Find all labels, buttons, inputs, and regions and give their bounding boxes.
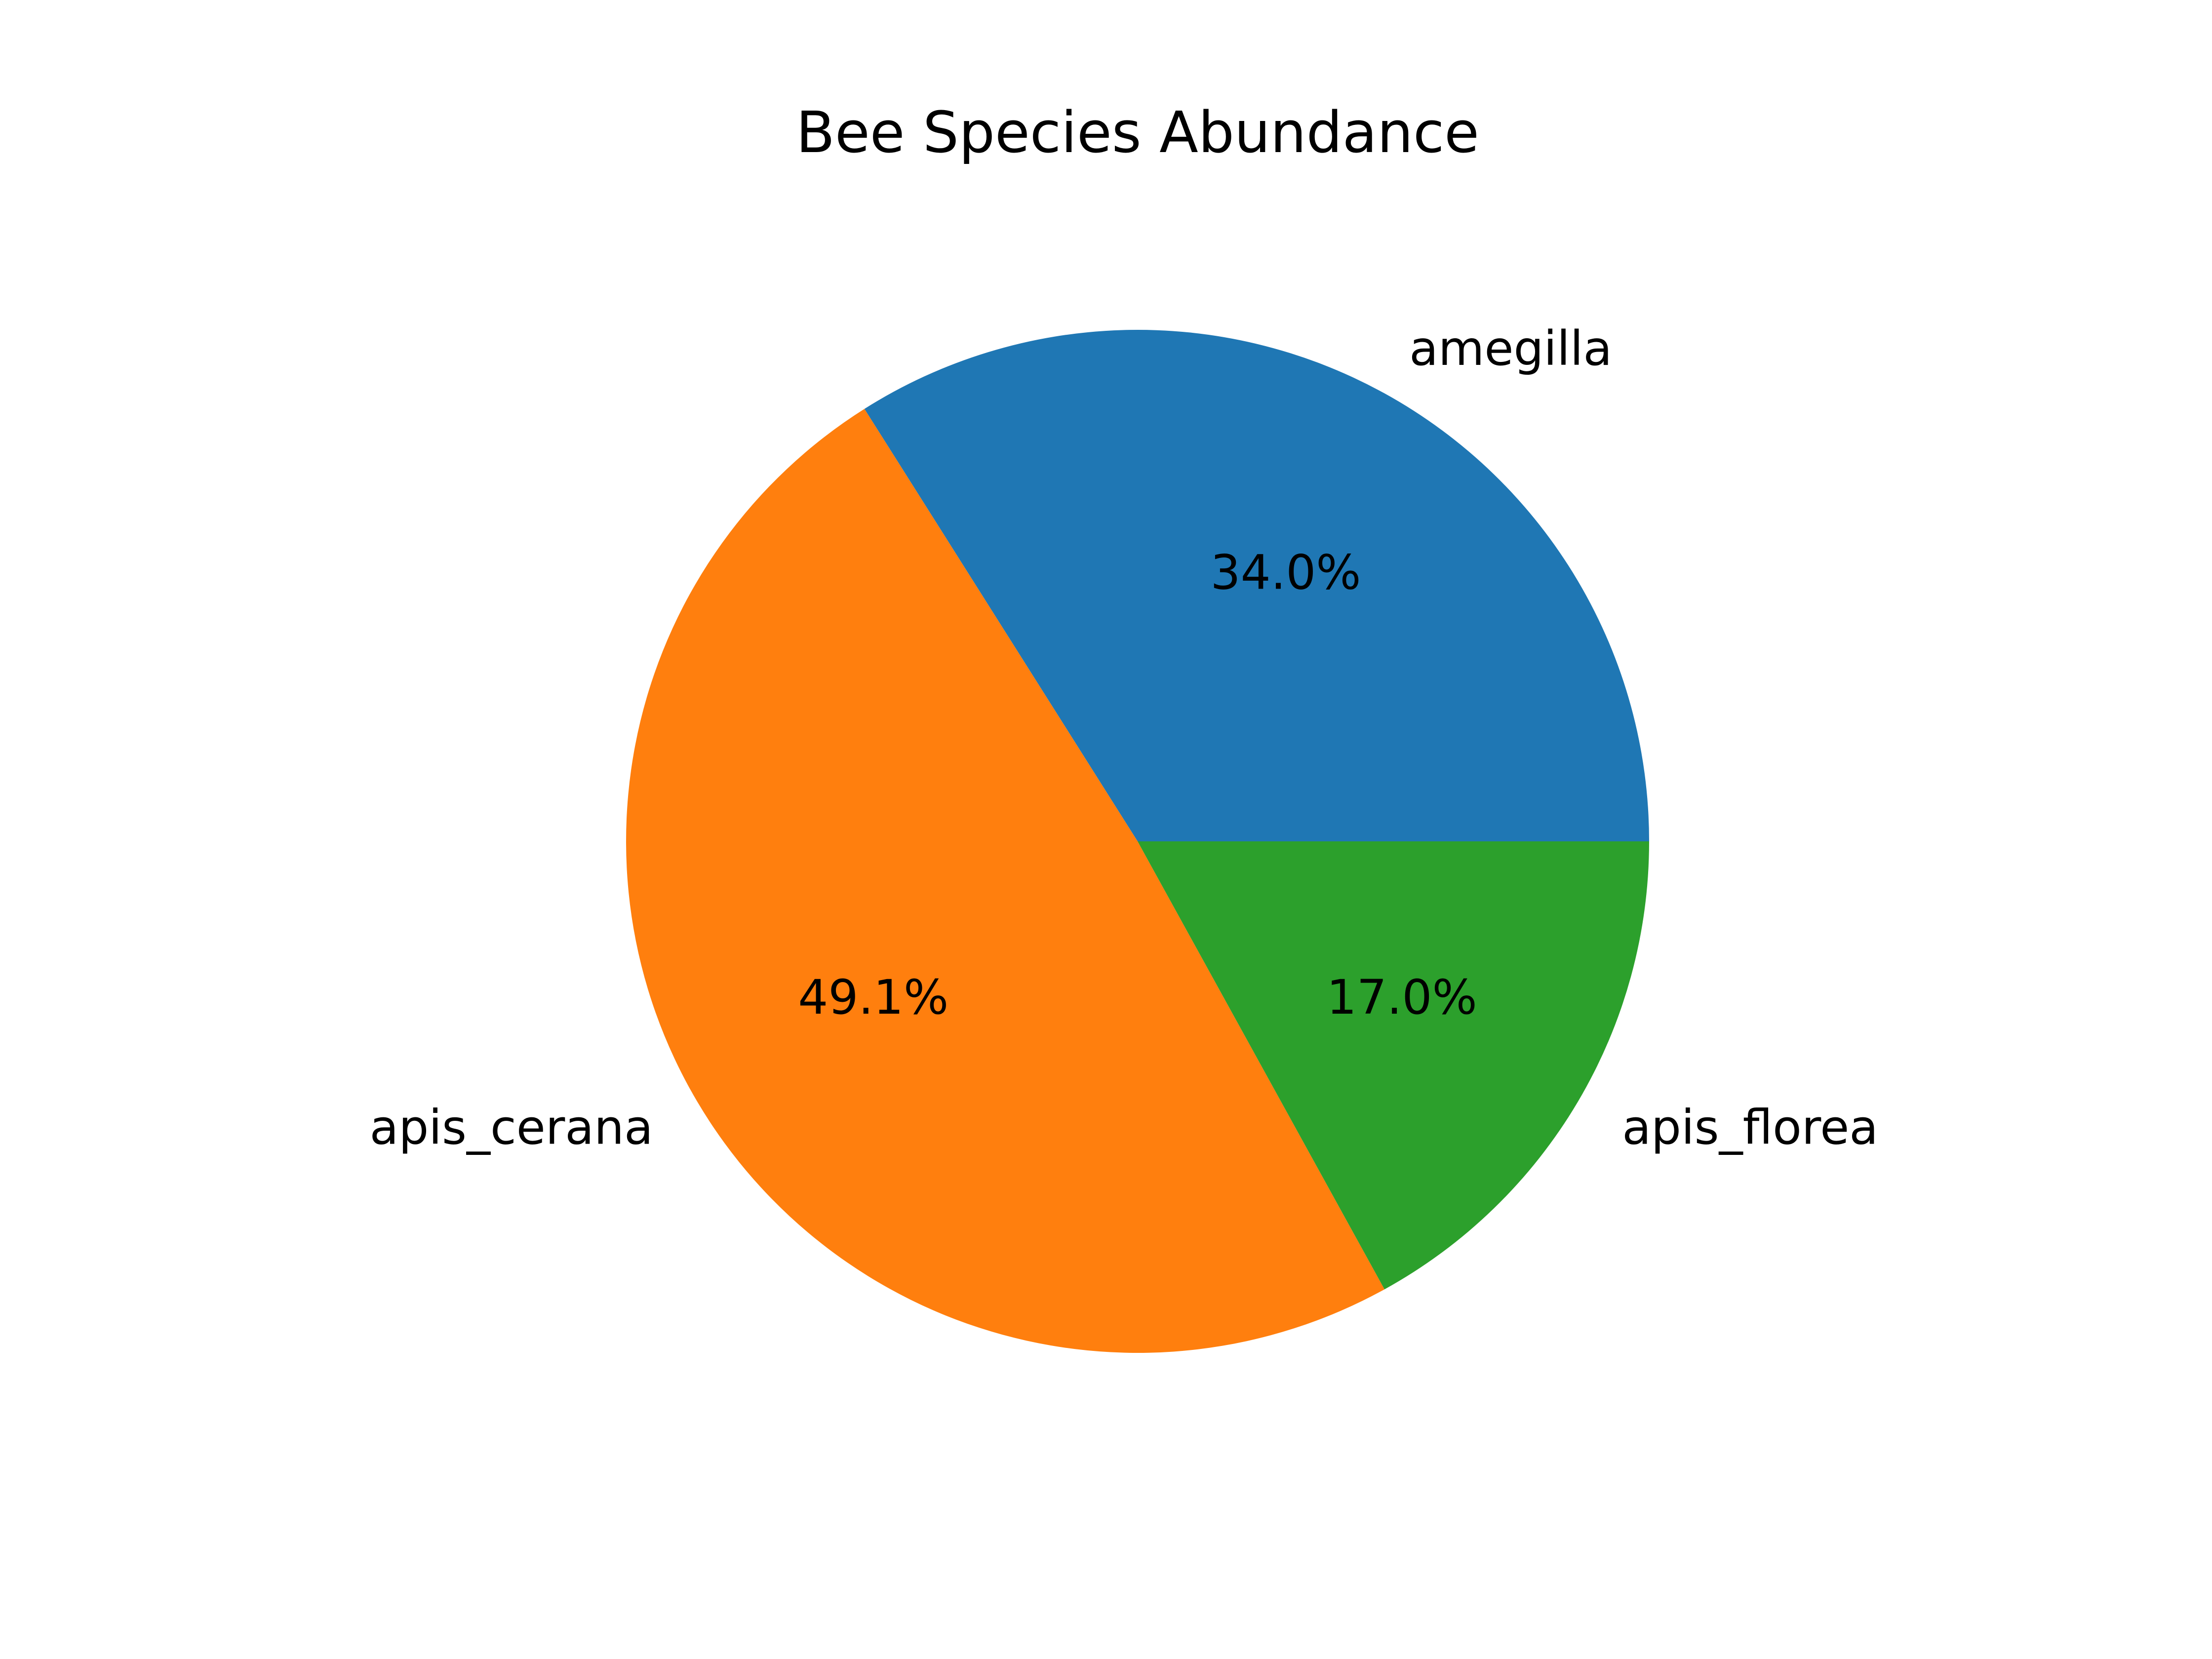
chart-title: Bee Species Abundance bbox=[796, 100, 1479, 166]
slice-percent-label: 34.0% bbox=[1211, 545, 1361, 600]
slice-label: amegilla bbox=[1409, 321, 1612, 376]
pie-slice-amegilla bbox=[864, 330, 1649, 841]
slice-percent-label: 49.1% bbox=[798, 970, 948, 1025]
slice-percent-label: 17.0% bbox=[1327, 970, 1477, 1025]
pie-slices bbox=[626, 330, 1649, 1353]
slice-label: apis_florea bbox=[1622, 1100, 1878, 1155]
pie-slice-apis-florea bbox=[1138, 841, 1649, 1290]
pie-labels: amegilla 34.0% apis_cerana 49.1% apis_florea… bbox=[370, 321, 1879, 1155]
pie-slice-apis-cerana bbox=[626, 409, 1385, 1353]
slice-label: apis_cerana bbox=[370, 1100, 653, 1155]
